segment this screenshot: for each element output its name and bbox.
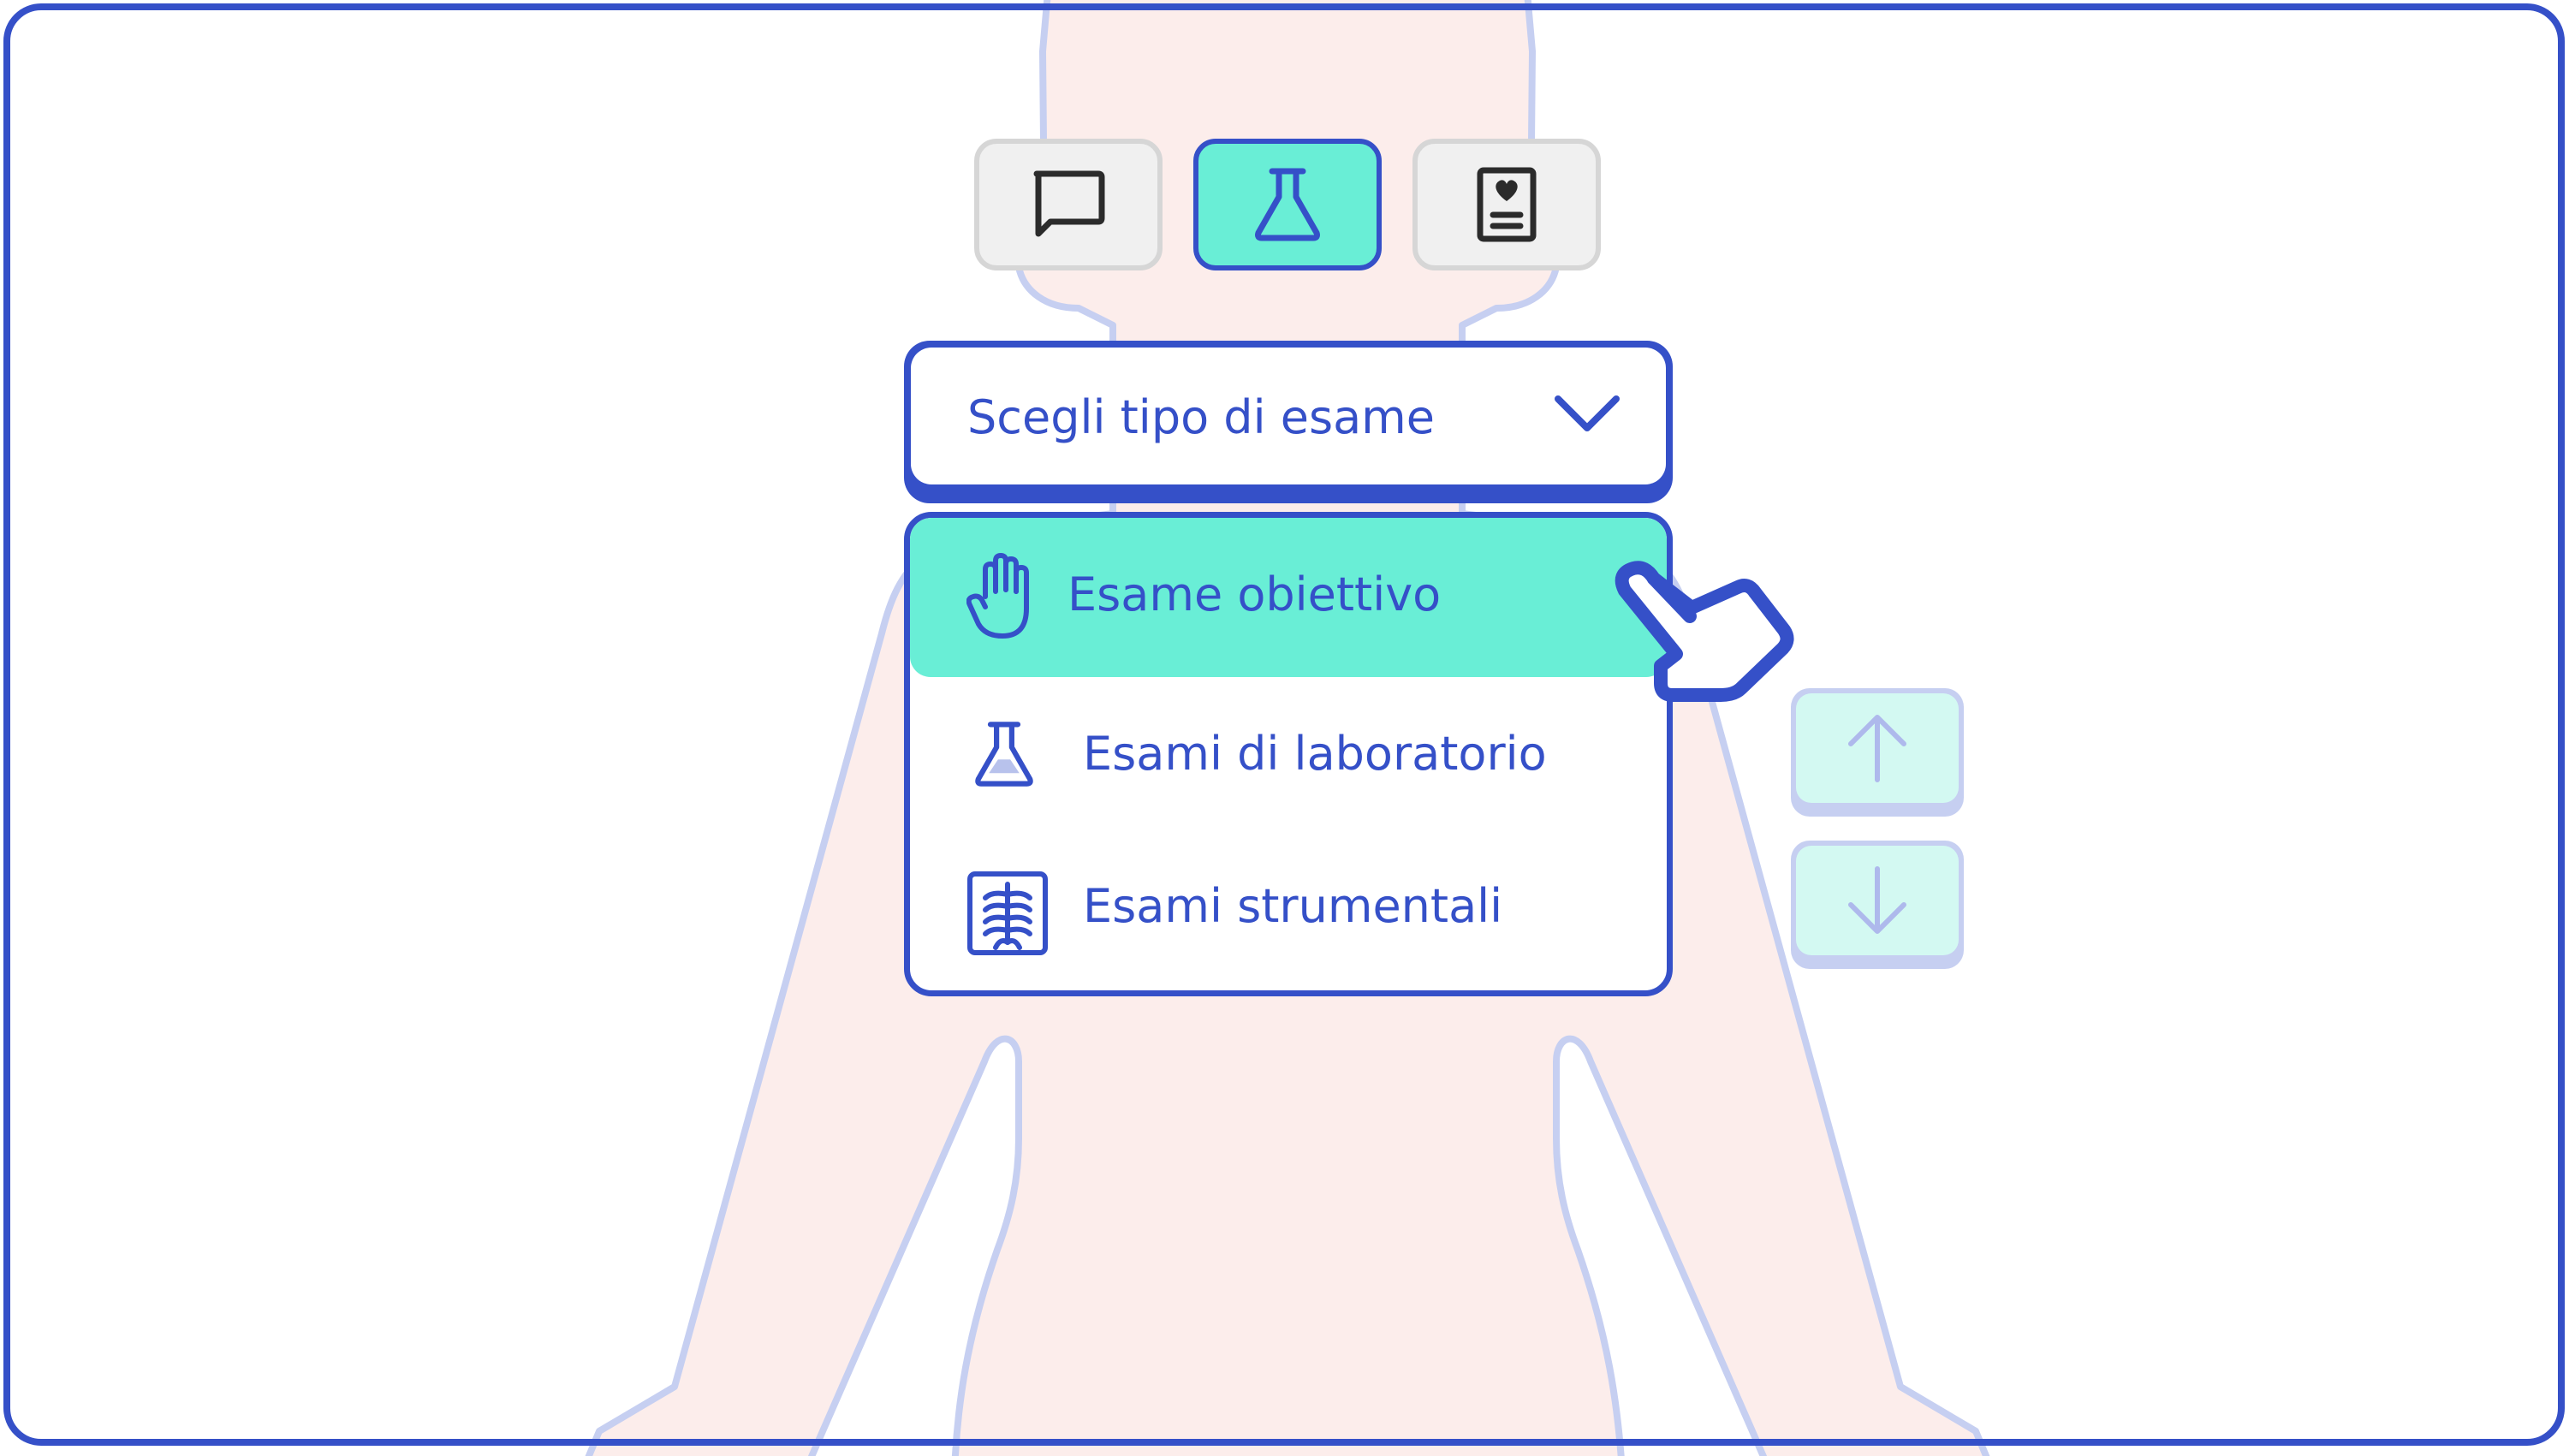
menu-item-label: Esame obiettivo: [1067, 568, 1442, 621]
flask-icon: [1255, 168, 1320, 241]
medical-record-button[interactable]: [1412, 139, 1601, 270]
scroll-down-button[interactable]: [1791, 841, 1964, 969]
hand-icon: [966, 553, 1029, 639]
menu-item-label: Esami strumentali: [1083, 879, 1503, 933]
menu-item-label: Esami di laboratorio: [1083, 727, 1547, 781]
comments-button[interactable]: [974, 139, 1163, 270]
menu-item-esame-obiettivo[interactable]: Esame obiettivo: [910, 518, 1667, 677]
chat-bubble-icon: [1033, 170, 1105, 237]
medical-record-icon: [1477, 167, 1537, 242]
chevron-down-icon[interactable]: [1553, 392, 1621, 435]
exam-type-select[interactable]: Scegli tipo di esame: [904, 341, 1673, 503]
pointer-hand-cursor-icon: [1615, 561, 1794, 702]
exam-type-menu: Esame obiettivo Esami di laboratorio: [904, 512, 1673, 996]
flask-icon: [975, 722, 1033, 787]
arrow-down-icon: [1848, 866, 1906, 934]
menu-item-esami-di-laboratorio[interactable]: Esami di laboratorio: [910, 677, 1667, 835]
select-label: Scegli tipo di esame: [967, 390, 1436, 444]
menu-item-esami-strumentali[interactable]: Esami strumentali: [910, 835, 1667, 990]
lab-exams-button[interactable]: [1193, 139, 1382, 270]
x-ray-icon: [967, 871, 1048, 955]
arrow-up-icon: [1848, 715, 1906, 782]
scroll-up-button[interactable]: [1791, 688, 1964, 817]
